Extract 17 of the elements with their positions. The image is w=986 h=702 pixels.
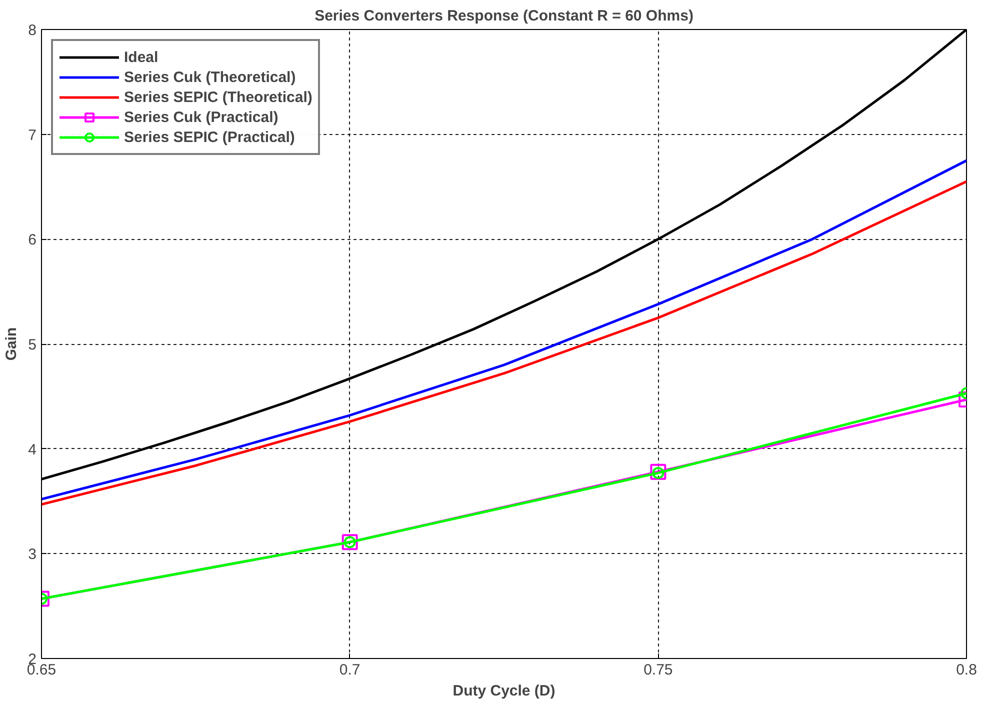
legend-label: Ideal	[124, 48, 158, 67]
legend-label: Series Cuk (Practical)	[124, 108, 278, 127]
y-tick-label: 4	[28, 441, 36, 458]
x-tick-label: 0.8	[956, 662, 977, 678]
y-tick-label: 8	[28, 22, 36, 39]
legend-label: Series SEPIC (Theoretical)	[124, 88, 312, 107]
y-tick-label: 7	[28, 126, 36, 144]
y-tick-label: 5	[28, 336, 36, 354]
x-tick-label: 0.7	[339, 662, 360, 678]
x-axis-title: Duty Cycle (D)	[452, 682, 556, 700]
y-tick-label: 6	[28, 232, 36, 249]
y-axis-title: Gain	[3, 327, 20, 361]
y-tick-label: 3	[28, 546, 36, 564]
legend-label: Series SEPIC (Practical)	[124, 128, 295, 147]
chart-title: Series Converters Response (Constant R = 60 Ohms)	[314, 8, 694, 24]
x-tick-label: 0.75	[644, 662, 673, 678]
legend-label: Series Cuk (Theoretical)	[124, 68, 296, 87]
